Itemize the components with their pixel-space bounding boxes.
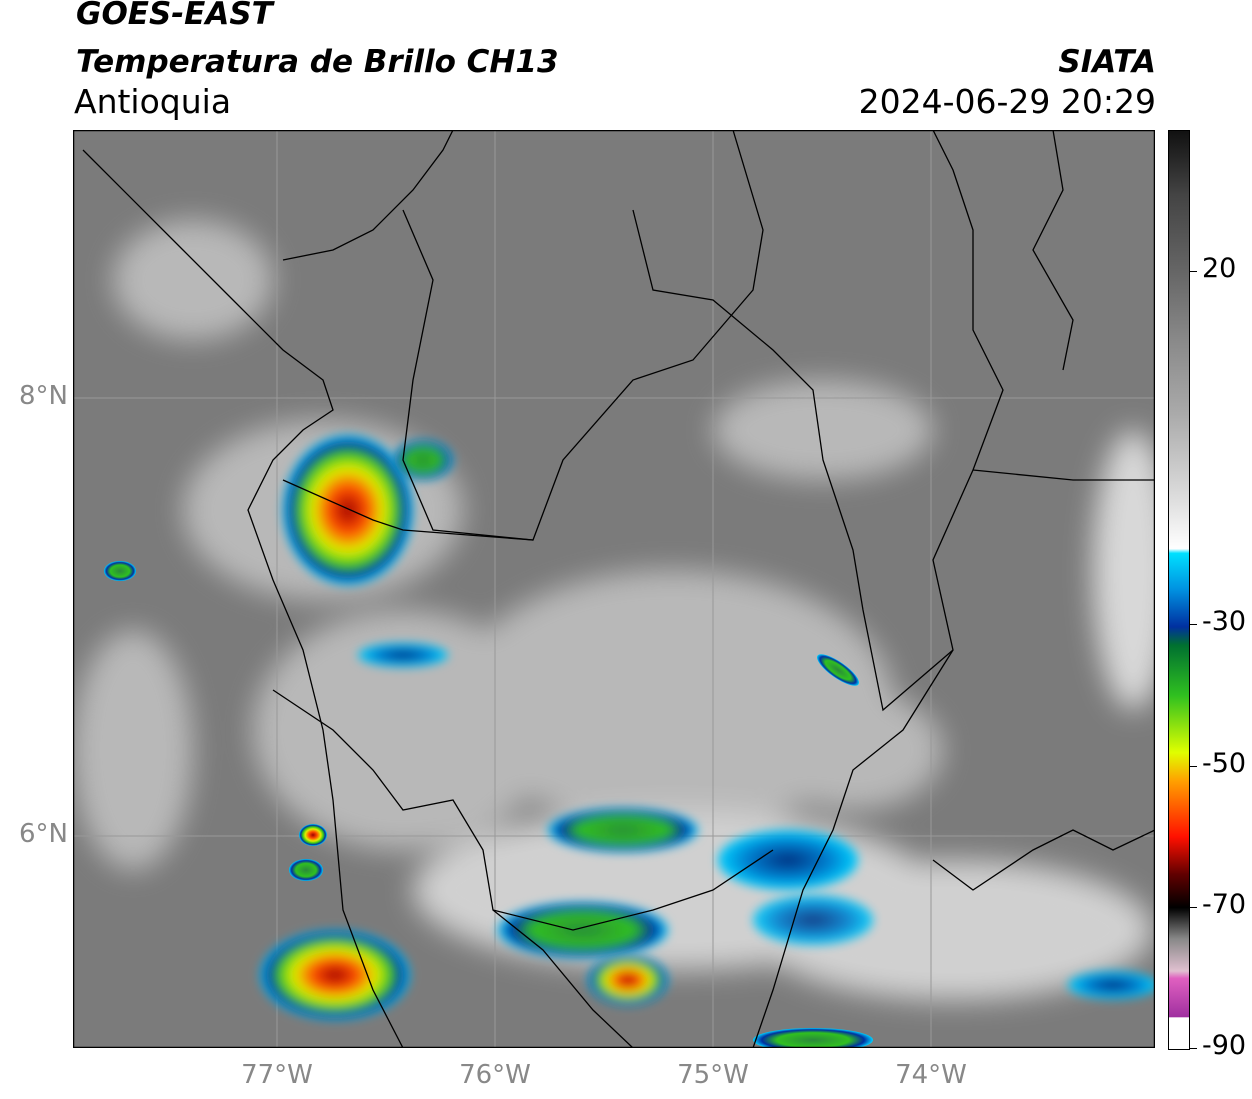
colorbar-tick-label: -30: [1202, 606, 1247, 638]
lat-label: 8°N: [19, 381, 68, 411]
lon-label: 75°W: [677, 1060, 749, 1090]
colorbar-tick: [1190, 906, 1197, 908]
source: SIATA: [1058, 44, 1156, 80]
colorbar-tick-label: -90: [1202, 1030, 1247, 1061]
lat-label: 6°N: [19, 819, 68, 849]
colorbar-tick-label: -50: [1202, 747, 1247, 779]
lon-label: 74°W: [895, 1060, 967, 1090]
region: Antioquia: [74, 82, 232, 121]
colorbar-tick-label: 20: [1202, 253, 1237, 285]
colorbar-tick: [1190, 624, 1197, 626]
lon-label: 76°W: [459, 1060, 531, 1090]
colorbar-tick: [1190, 1048, 1197, 1049]
lon-label: 77°W: [241, 1060, 313, 1090]
map-frame: [73, 130, 1155, 1048]
colorbar-tick: [1190, 271, 1197, 273]
title: GOES-EAST: [76, 0, 273, 32]
colorbar-tick-label: -70: [1202, 888, 1247, 920]
subtitle: Temperatura de Brillo CH13: [76, 44, 559, 80]
borders: [82, 130, 1155, 1048]
colorbar-tick: [1190, 765, 1197, 767]
map: [73, 130, 1155, 1048]
storms: [104, 435, 1155, 1048]
colorbar: [1168, 130, 1190, 1050]
datetime: 2024-06-29 20:29: [858, 82, 1156, 121]
